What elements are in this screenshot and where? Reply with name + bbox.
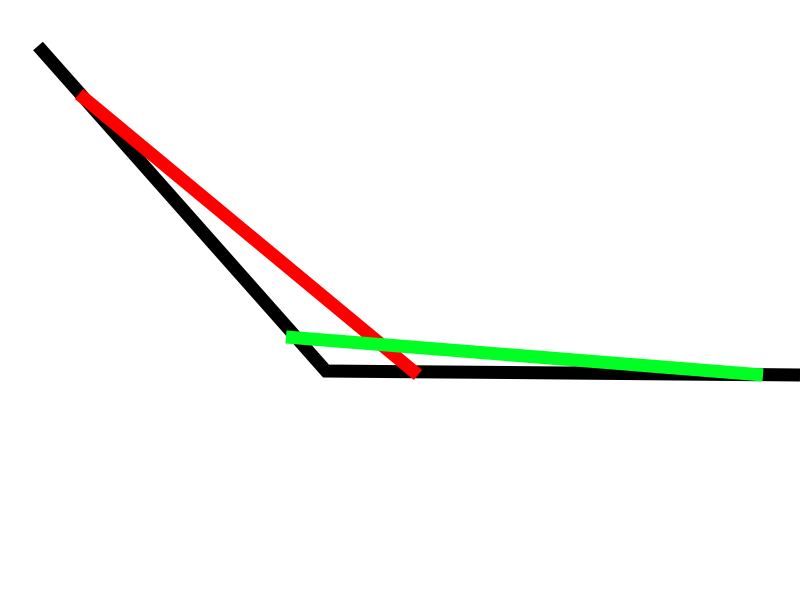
black-polyline [33, 41, 800, 382]
green-segment [285, 330, 764, 382]
red-segment [74, 88, 423, 381]
